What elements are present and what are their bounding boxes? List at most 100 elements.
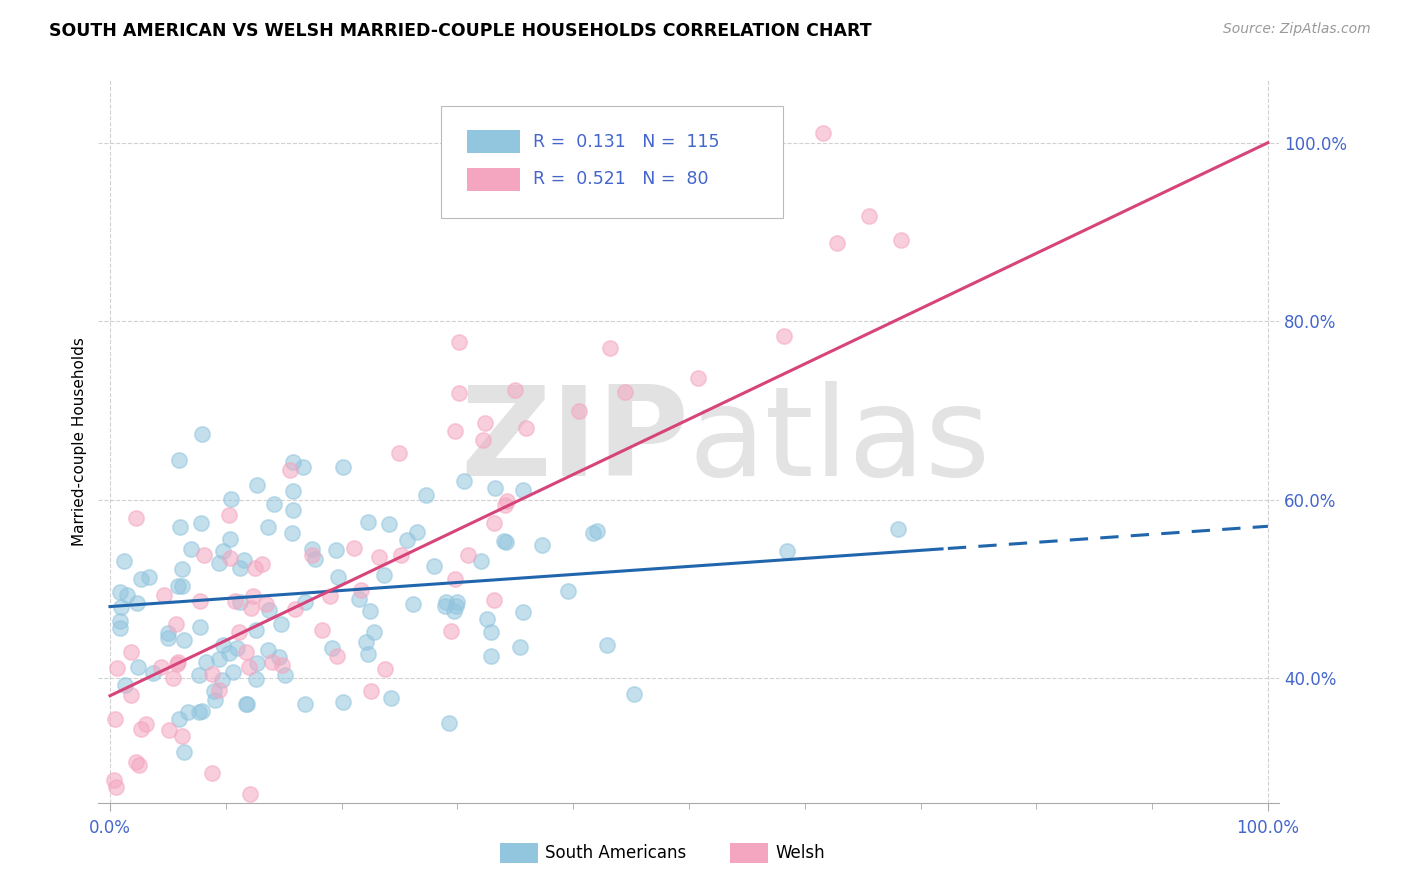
Point [319, 589, 342, 603]
Point [257, 643, 280, 657]
Point [176, 706, 198, 720]
Point [281, 455, 304, 469]
Point [250, 557, 273, 571]
Point [191, 427, 214, 442]
Point [127, 659, 149, 673]
Point [686, 371, 709, 385]
Point [120, 688, 142, 702]
Point [257, 520, 280, 534]
Point [239, 787, 262, 801]
Point [356, 516, 378, 530]
Point [202, 684, 225, 698]
Point [377, 517, 399, 532]
Point [219, 532, 242, 546]
Point [281, 503, 304, 517]
Point [224, 817, 246, 831]
Point [173, 632, 195, 647]
Point [568, 404, 591, 418]
Point [107, 838, 129, 852]
Point [204, 693, 226, 707]
Point [105, 661, 128, 675]
Point [515, 421, 537, 435]
Point [211, 544, 233, 558]
Point [301, 542, 323, 557]
Point [120, 645, 142, 659]
Point [218, 508, 240, 522]
Point [530, 538, 553, 552]
Point [380, 691, 402, 706]
Point [281, 483, 304, 498]
Point [582, 525, 605, 540]
Point [110, 614, 132, 628]
Point [187, 668, 209, 682]
Point [125, 510, 148, 524]
Point [415, 488, 437, 502]
Point [129, 722, 152, 736]
Point [191, 705, 214, 719]
Point [557, 583, 579, 598]
Point [453, 474, 475, 488]
Point [321, 641, 343, 656]
Point [156, 625, 179, 640]
Point [359, 604, 381, 618]
Point [373, 567, 395, 582]
Point [110, 584, 132, 599]
Point [434, 595, 457, 609]
Point [395, 533, 418, 547]
Point [443, 604, 465, 618]
Point [270, 617, 292, 632]
Point [193, 548, 215, 562]
Point [482, 593, 505, 607]
Point [152, 869, 174, 883]
Point [169, 520, 191, 534]
Point [188, 594, 211, 608]
Point [388, 446, 411, 460]
Point [162, 671, 184, 685]
Point [142, 665, 165, 680]
Point [257, 603, 280, 617]
Point [211, 673, 233, 688]
Point [165, 617, 187, 632]
Point [721, 177, 744, 191]
Point [135, 717, 157, 731]
Point [110, 621, 132, 635]
Point [278, 463, 301, 477]
Text: R =  0.131   N =  115: R = 0.131 N = 115 [533, 133, 720, 151]
Point [115, 588, 138, 602]
Point [195, 655, 218, 669]
Point [321, 805, 343, 820]
Point [274, 668, 297, 682]
Point [437, 715, 460, 730]
Point [773, 329, 796, 343]
Point [357, 648, 380, 662]
Point [406, 525, 429, 540]
Text: Source: ZipAtlas.com: Source: ZipAtlas.com [1223, 22, 1371, 37]
Point [402, 597, 425, 611]
Point [332, 695, 354, 709]
Point [236, 697, 259, 711]
Point [599, 341, 621, 355]
Point [449, 335, 471, 350]
Point [240, 600, 263, 615]
Point [494, 498, 516, 512]
Point [173, 745, 195, 759]
Point [440, 624, 463, 638]
Point [232, 553, 254, 567]
Point [125, 756, 148, 770]
Point [153, 588, 176, 602]
Point [138, 570, 160, 584]
Point [479, 649, 502, 664]
Point [208, 683, 231, 698]
FancyBboxPatch shape [467, 130, 520, 153]
Text: SOUTH AMERICAN VS WELSH MARRIED-COUPLE HOUSEHOLDS CORRELATION CHART: SOUTH AMERICAN VS WELSH MARRIED-COUPLE H… [49, 22, 872, 40]
Point [103, 772, 125, 787]
Point [167, 453, 190, 467]
Point [207, 819, 229, 833]
Point [228, 595, 250, 609]
Point [188, 620, 211, 634]
Point [470, 554, 492, 568]
Point [350, 582, 373, 597]
Point [512, 483, 534, 498]
Text: atlas: atlas [689, 381, 991, 502]
Point [166, 657, 188, 671]
